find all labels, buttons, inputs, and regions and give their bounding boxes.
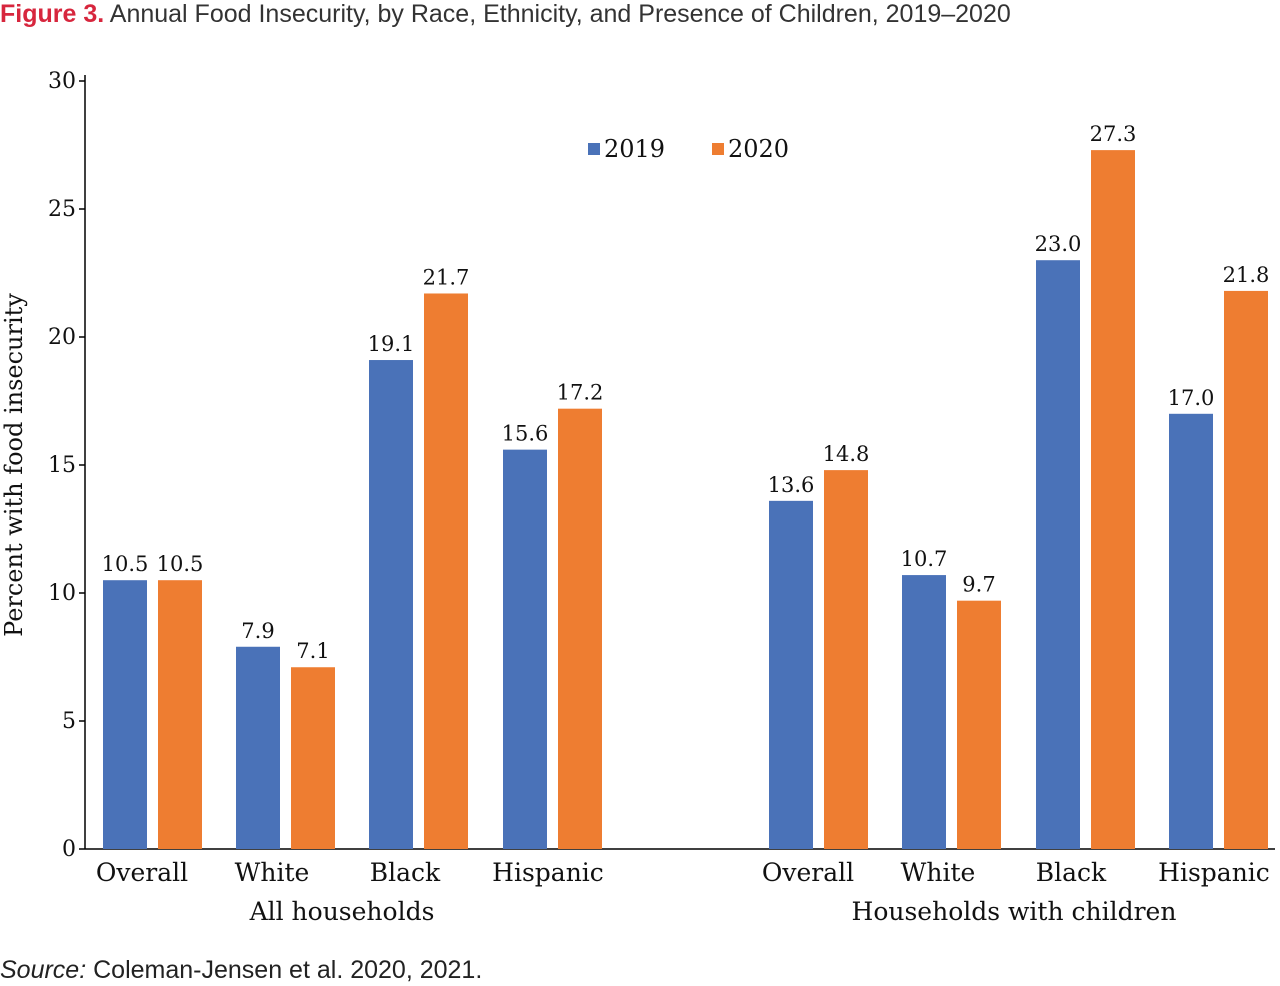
bar-2020 (424, 293, 468, 850)
bar-2020 (291, 667, 335, 849)
y-tick-label: 30 (48, 69, 76, 94)
data-label-2020: 27.3 (1090, 122, 1137, 146)
group-label: Households with children (852, 897, 1177, 926)
category-label: White (235, 858, 310, 887)
bar-2019 (769, 500, 813, 849)
data-label-2019: 15.6 (502, 422, 549, 446)
data-label-2020: 21.7 (423, 265, 470, 289)
bar-chart: 0 5 10 15 20 25 30 Percent with food insecurity… (0, 69, 1275, 926)
legend-swatch-2019 (588, 143, 600, 155)
y-tick-label: 20 (48, 325, 76, 350)
bar-2019 (1036, 260, 1080, 849)
category-label: Hispanic (1158, 858, 1270, 887)
bar-2019 (1169, 413, 1213, 849)
data-label-2019: 10.5 (102, 552, 149, 576)
y-tick-label: 10 (48, 581, 76, 606)
data-label-2020: 7.1 (296, 639, 329, 663)
bar-2020 (957, 600, 1001, 849)
bar-2019 (902, 575, 946, 849)
y-tick-label: 0 (62, 837, 76, 862)
bar-2019 (236, 646, 280, 849)
figure-label: Figure 3. (0, 0, 105, 28)
y-tick-label: 25 (48, 197, 76, 222)
data-label-2019: 13.6 (768, 473, 815, 497)
category-label: Hispanic (492, 858, 604, 887)
source-label: Source: (0, 956, 87, 984)
bar-2020 (558, 408, 602, 849)
data-label-2019: 19.1 (368, 332, 415, 356)
bar-2019 (503, 449, 547, 849)
data-label-2020: 9.7 (962, 573, 995, 597)
source-note: Source: Coleman-Jensen et al. 2020, 2021… (0, 956, 482, 985)
bar-2020 (1224, 290, 1268, 849)
group-label: All households (249, 897, 435, 926)
category-label: Black (370, 858, 441, 887)
bar-2020 (158, 580, 202, 849)
legend-swatch-2020 (712, 143, 724, 155)
legend-label-2020: 2020 (728, 135, 789, 163)
data-label-2020: 14.8 (823, 442, 870, 466)
bar-2019 (103, 580, 147, 849)
y-tick-label: 5 (62, 709, 76, 734)
data-label-2019: 23.0 (1035, 232, 1082, 256)
y-tick-label: 15 (48, 453, 76, 478)
data-label-2019: 17.0 (1168, 386, 1215, 410)
source-text: Coleman-Jensen et al. 2020, 2021. (93, 956, 483, 984)
category-label: White (901, 858, 976, 887)
data-label-2020: 17.2 (557, 381, 604, 405)
figure-title-text: Annual Food Insecurity, by Race, Ethnici… (109, 0, 1011, 28)
bar-2020 (1091, 150, 1135, 849)
data-label-2020: 10.5 (157, 552, 204, 576)
category-label: Black (1036, 858, 1107, 887)
data-label-2019: 7.9 (241, 619, 274, 643)
category-label: Overall (96, 858, 188, 887)
figure-title: Figure 3. Annual Food Insecurity, by Rac… (0, 0, 1011, 32)
bar-2019 (369, 360, 413, 849)
data-label-2019: 10.7 (901, 547, 948, 571)
data-label-2020: 21.8 (1223, 263, 1270, 287)
legend-label-2019: 2019 (604, 135, 665, 163)
bar-2020 (824, 470, 868, 849)
category-label: Overall (762, 858, 854, 887)
y-axis-label: Percent with food insecurity (0, 293, 28, 637)
